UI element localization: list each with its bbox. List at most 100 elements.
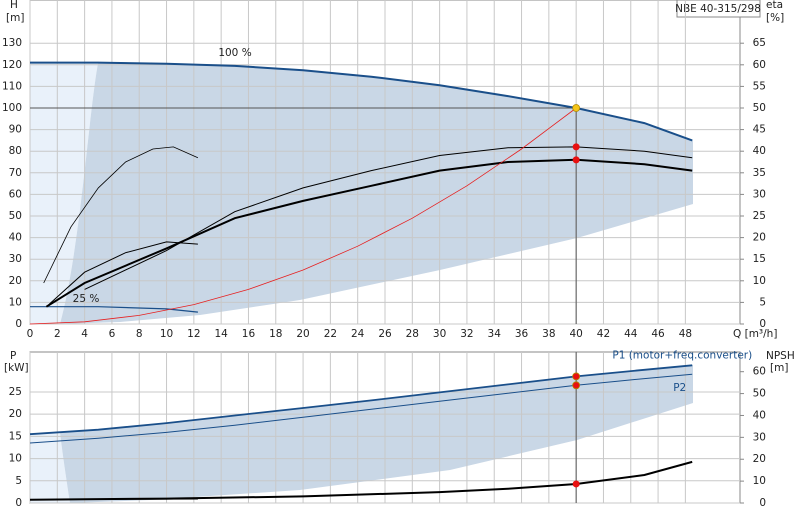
y-tick-label: 120 bbox=[2, 59, 22, 71]
y2-tick-label: 30 bbox=[753, 188, 766, 200]
y-tick-label: 80 bbox=[9, 145, 22, 157]
duty-point bbox=[572, 381, 581, 390]
y2-tick-label: 40 bbox=[753, 145, 766, 157]
x-tick-label: 18 bbox=[269, 328, 282, 340]
y-tick-label: 15 bbox=[9, 430, 22, 442]
duty-point bbox=[572, 104, 581, 112]
curve bbox=[84, 146, 693, 290]
curve bbox=[29, 364, 693, 436]
x-tick-label: 28 bbox=[406, 328, 419, 340]
y2-axis-label: NPSH bbox=[766, 350, 795, 362]
y-axis-label: P bbox=[10, 350, 16, 362]
curve bbox=[43, 146, 199, 284]
x-axis-label: Q [m³/h] bbox=[733, 328, 777, 340]
curve bbox=[30, 61, 693, 142]
curve bbox=[29, 107, 577, 325]
y-tick-label: 50 bbox=[9, 210, 22, 222]
y2-tick-label: 20 bbox=[753, 232, 766, 244]
chart-title: NBE 40-315/298 bbox=[675, 3, 761, 15]
x-tick-label: 46 bbox=[651, 328, 665, 340]
x-tick-label: 42 bbox=[597, 328, 610, 340]
duty-point bbox=[572, 143, 580, 151]
x-tick-label: 2 bbox=[54, 328, 61, 340]
y-tick-label: 10 bbox=[9, 453, 22, 465]
annotation: 100 % bbox=[218, 47, 251, 59]
y-axis-unit: [m] bbox=[6, 12, 24, 24]
x-tick-label: 14 bbox=[214, 328, 228, 340]
y2-tick-label: 10 bbox=[753, 475, 766, 487]
y2-axis-unit: [m] bbox=[770, 362, 788, 374]
y-tick-label: 90 bbox=[9, 124, 22, 136]
duty-point bbox=[572, 480, 580, 488]
y-tick-label: 0 bbox=[15, 318, 22, 330]
x-tick-label: 0 bbox=[27, 328, 34, 340]
y-tick-label: 25 bbox=[9, 386, 22, 398]
y2-tick-label: 60 bbox=[753, 59, 766, 71]
x-tick-label: 30 bbox=[433, 328, 446, 340]
y-tick-label: 30 bbox=[9, 253, 22, 265]
title-box bbox=[676, 0, 761, 18]
y-tick-label: 20 bbox=[9, 408, 22, 420]
y2-tick-label: 40 bbox=[753, 409, 766, 421]
curve bbox=[45, 158, 693, 308]
x-tick-label: 6 bbox=[109, 328, 116, 340]
y2-tick-label: 25 bbox=[753, 210, 766, 222]
y2-axis-unit: [%] bbox=[766, 12, 784, 24]
min-speed-area bbox=[30, 432, 70, 503]
y2-tick-label: 5 bbox=[759, 296, 766, 308]
x-tick-label: 10 bbox=[160, 328, 173, 340]
x-tick-label: 26 bbox=[378, 328, 392, 340]
y2-tick-label: 50 bbox=[753, 102, 766, 114]
x-tick-label: 12 bbox=[187, 328, 200, 340]
x-tick-label: 40 bbox=[569, 328, 582, 340]
y2-tick-label: 45 bbox=[753, 124, 766, 136]
y2-tick-label: 65 bbox=[753, 37, 766, 49]
curve bbox=[29, 460, 693, 501]
operating-area bbox=[60, 365, 693, 503]
y-tick-label: 100 bbox=[2, 102, 22, 114]
curve bbox=[29, 373, 693, 444]
y-tick-label: 130 bbox=[2, 37, 22, 49]
duty-point bbox=[572, 372, 581, 381]
y2-tick-label: 10 bbox=[753, 275, 766, 287]
series-label: P2 bbox=[673, 382, 686, 394]
y-tick-label: 0 bbox=[15, 497, 22, 509]
annotation: 25 % bbox=[73, 293, 100, 305]
y2-tick-label: 60 bbox=[753, 366, 766, 378]
y2-axis-label: eta bbox=[766, 0, 783, 11]
x-tick-label: 16 bbox=[242, 328, 256, 340]
x-tick-label: 44 bbox=[624, 328, 638, 340]
y2-tick-label: 20 bbox=[753, 453, 766, 465]
y2-tick-label: 35 bbox=[753, 167, 766, 179]
x-tick-label: 22 bbox=[324, 328, 337, 340]
x-tick-label: 48 bbox=[679, 328, 692, 340]
x-tick-label: 4 bbox=[81, 328, 88, 340]
x-tick-label: 32 bbox=[460, 328, 473, 340]
x-tick-label: 34 bbox=[488, 328, 502, 340]
x-tick-label: 8 bbox=[136, 328, 143, 340]
y2-tick-label: 15 bbox=[753, 253, 766, 265]
y-tick-label: 10 bbox=[9, 296, 22, 308]
y-axis-unit: [kW] bbox=[4, 362, 29, 374]
y2-tick-label: 55 bbox=[753, 80, 766, 92]
y-tick-label: 40 bbox=[9, 232, 22, 244]
operating-area-bottom bbox=[30, 365, 693, 503]
y2-tick-label: 0 bbox=[759, 318, 766, 330]
y-tick-label: 5 bbox=[15, 475, 22, 487]
duty-point bbox=[572, 156, 580, 164]
y-axis-label: H bbox=[10, 0, 18, 11]
y2-tick-label: 50 bbox=[753, 388, 766, 400]
y2-tick-label: 0 bbox=[759, 497, 766, 509]
y-tick-label: 20 bbox=[9, 275, 22, 287]
y-tick-label: 110 bbox=[2, 80, 22, 92]
y-tick-label: 60 bbox=[9, 188, 22, 200]
y2-tick-label: 30 bbox=[753, 431, 766, 443]
curve bbox=[46, 241, 198, 308]
x-tick-label: 36 bbox=[515, 328, 529, 340]
curve bbox=[30, 306, 198, 313]
y-tick-label: 70 bbox=[9, 167, 22, 179]
x-tick-label: 24 bbox=[351, 328, 365, 340]
series-label: P1 (motor+freq.converter) bbox=[612, 349, 752, 361]
x-tick-label: 38 bbox=[542, 328, 555, 340]
